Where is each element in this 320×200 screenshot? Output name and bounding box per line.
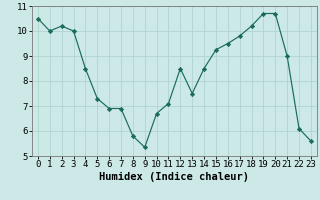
X-axis label: Humidex (Indice chaleur): Humidex (Indice chaleur) (100, 172, 249, 182)
